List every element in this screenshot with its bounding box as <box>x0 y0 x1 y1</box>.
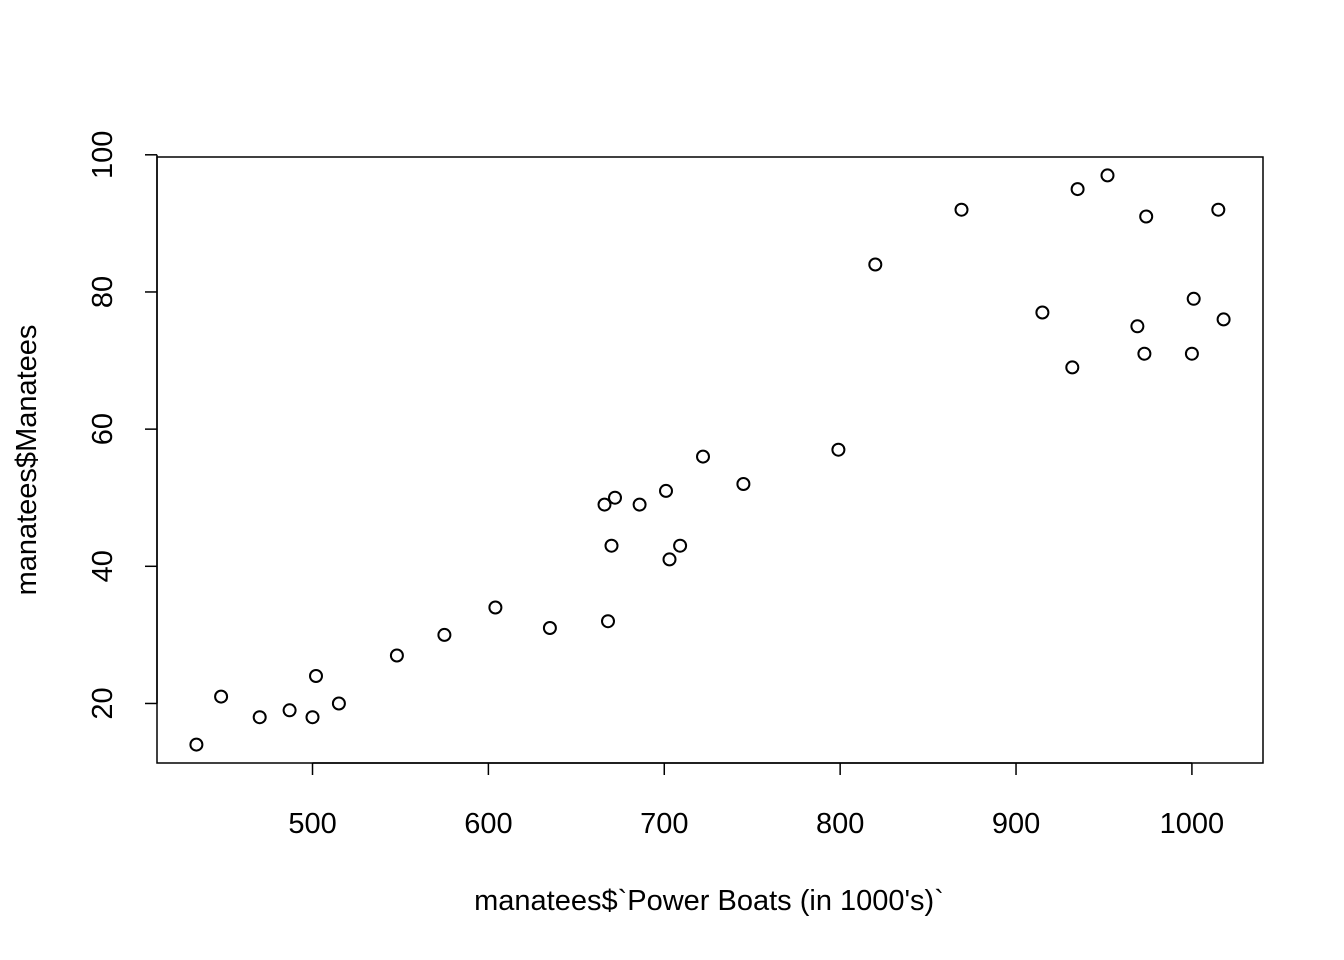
data-point <box>331 696 346 711</box>
data-point <box>1216 312 1231 327</box>
data-point <box>659 483 673 498</box>
data-point <box>954 202 969 217</box>
y-tick-label: 40 <box>87 550 119 582</box>
data-point <box>252 710 267 725</box>
x-tick-label: 900 <box>992 808 1040 840</box>
y-axis-label: manatees$Manatees <box>11 325 43 596</box>
data-point <box>1070 182 1085 197</box>
y-tick-label: 60 <box>87 413 119 445</box>
data-point <box>309 669 323 683</box>
x-axis: 500 600 700 800 900 1000 <box>288 762 1225 840</box>
data-point <box>673 538 688 553</box>
data-point <box>1130 319 1145 334</box>
y-axis: 20 40 60 80 100 <box>87 131 158 720</box>
data-point <box>542 621 557 635</box>
x-tick-label: 800 <box>816 808 864 840</box>
y-tick-label: 100 <box>87 131 119 179</box>
data-point <box>488 600 503 615</box>
x-tick-label: 700 <box>640 808 688 840</box>
data-point <box>632 497 647 512</box>
x-axis-label: manatees$`Power Boats (in 1000's)` <box>474 885 944 917</box>
data-point <box>601 614 615 629</box>
data-point <box>597 497 612 512</box>
points-layer <box>189 168 1231 752</box>
y-tick-label: 80 <box>87 276 119 308</box>
data-point <box>868 257 883 272</box>
data-point <box>608 490 622 505</box>
data-point <box>1186 291 1201 306</box>
y-tick-label: 20 <box>87 687 119 719</box>
data-point <box>1184 346 1199 361</box>
data-point <box>1211 202 1226 217</box>
data-point <box>831 442 846 457</box>
data-point <box>696 449 710 464</box>
data-point <box>604 538 619 553</box>
x-tick-label: 500 <box>288 808 336 840</box>
data-point <box>736 477 751 491</box>
data-point <box>389 648 404 663</box>
data-point <box>214 689 229 704</box>
data-point <box>1139 209 1154 224</box>
data-point <box>1065 360 1080 375</box>
data-point <box>437 627 452 642</box>
data-point <box>1100 168 1115 183</box>
x-tick-label: 1000 <box>1160 808 1225 840</box>
x-tick-label: 600 <box>464 808 512 840</box>
data-point <box>282 703 297 718</box>
data-point <box>189 737 204 752</box>
data-point <box>1035 305 1050 320</box>
data-point <box>662 552 677 567</box>
data-point <box>305 710 320 725</box>
data-point <box>1137 346 1152 361</box>
